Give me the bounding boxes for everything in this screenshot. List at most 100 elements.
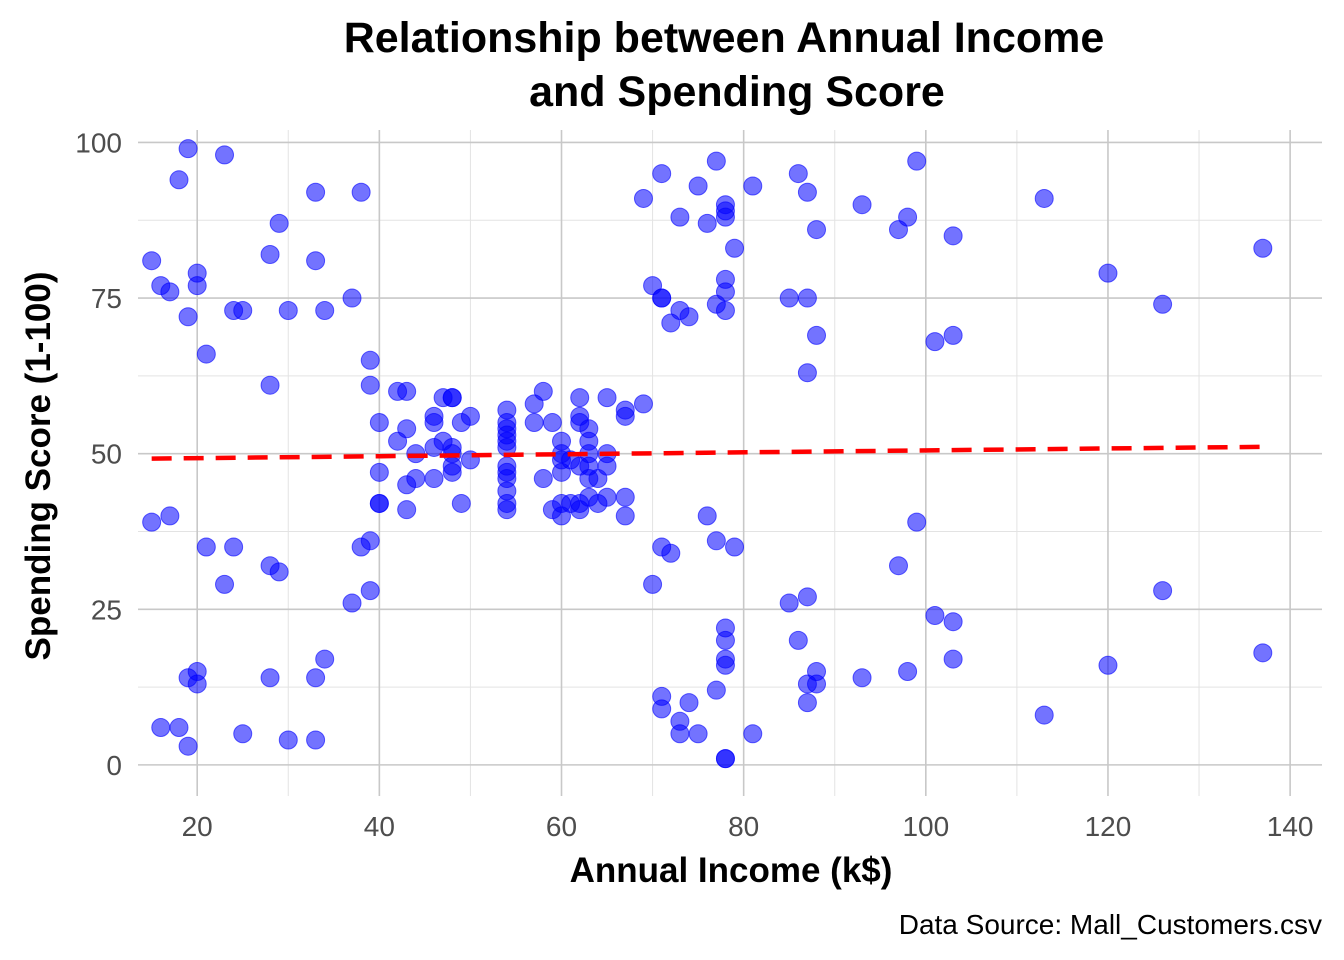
- data-point: [888, 556, 908, 576]
- data-point: [898, 662, 918, 682]
- data-point: [697, 506, 717, 526]
- data-point: [369, 462, 389, 482]
- data-point: [715, 655, 735, 675]
- data-point: [643, 574, 663, 594]
- data-point: [907, 151, 927, 171]
- data-point: [715, 630, 735, 650]
- data-point: [360, 531, 380, 551]
- data-point: [743, 176, 763, 196]
- data-point: [1034, 188, 1054, 208]
- y-axis-ticks: 0 25 50 75 100: [75, 127, 122, 780]
- data-point: [779, 288, 799, 308]
- data-point: [1034, 705, 1054, 725]
- data-point: [688, 724, 708, 744]
- data-point: [1253, 643, 1273, 663]
- data-point: [533, 381, 553, 401]
- data-point: [342, 288, 362, 308]
- data-point: [633, 188, 653, 208]
- data-point: [187, 263, 207, 283]
- data-point: [715, 269, 735, 289]
- data-point: [788, 164, 808, 184]
- data-point: [442, 388, 462, 408]
- x-tick-label: 100: [902, 811, 949, 842]
- data-point: [706, 151, 726, 171]
- data-point: [797, 288, 817, 308]
- data-point: [260, 668, 280, 688]
- y-tick-label: 25: [91, 594, 122, 625]
- data-point: [706, 680, 726, 700]
- y-tick-label: 100: [75, 127, 122, 158]
- data-point: [397, 419, 417, 439]
- grid: [138, 130, 1322, 796]
- data-point: [679, 693, 699, 713]
- data-point: [215, 574, 235, 594]
- data-point: [615, 406, 635, 426]
- data-point: [306, 668, 326, 688]
- trend-line: [151, 444, 1263, 461]
- data-point: [187, 674, 207, 694]
- data-point: [151, 718, 171, 738]
- data-point: [1153, 294, 1173, 314]
- data-point: [633, 394, 653, 414]
- data-point: [898, 207, 918, 227]
- x-tick-label: 120: [1085, 811, 1132, 842]
- y-tick-label: 50: [91, 439, 122, 470]
- data-point: [497, 500, 517, 520]
- chart-title-line-2: and Spending Score: [529, 68, 945, 116]
- x-tick-label: 60: [546, 811, 577, 842]
- data-point: [369, 413, 389, 433]
- data-point: [233, 724, 253, 744]
- data-point: [178, 139, 198, 159]
- data-point: [715, 201, 735, 221]
- data-point: [779, 593, 799, 613]
- data-point: [497, 400, 517, 420]
- data-point: [725, 238, 745, 258]
- data-point: [943, 612, 963, 632]
- data-point: [196, 537, 216, 557]
- data-point: [360, 350, 380, 370]
- data-point: [360, 375, 380, 395]
- x-tick-label: 40: [364, 811, 395, 842]
- data-point: [807, 662, 827, 682]
- data-point: [406, 469, 426, 489]
- data-point: [570, 388, 590, 408]
- data-point: [306, 251, 326, 271]
- data-point: [907, 512, 927, 532]
- data-point: [597, 388, 617, 408]
- data-point: [260, 244, 280, 264]
- data-point: [579, 419, 599, 439]
- data-point: [196, 344, 216, 364]
- data-point: [306, 182, 326, 202]
- data-point: [533, 469, 553, 489]
- data-point: [142, 512, 162, 532]
- data-point: [715, 301, 735, 321]
- data-point: [652, 288, 672, 308]
- data-point: [442, 462, 462, 482]
- data-point: [943, 325, 963, 345]
- data-point: [797, 182, 817, 202]
- y-tick-label: 75: [91, 283, 122, 314]
- data-point: [679, 307, 699, 327]
- data-point: [497, 469, 517, 489]
- x-tick-label: 140: [1267, 811, 1314, 842]
- data-point: [169, 170, 189, 190]
- data-point: [278, 301, 298, 321]
- data-point: [652, 164, 672, 184]
- data-point: [424, 413, 444, 433]
- data-point: [269, 562, 289, 582]
- data-point: [315, 649, 335, 669]
- data-point: [233, 301, 253, 321]
- x-axis-label: Annual Income (k$): [570, 851, 893, 890]
- data-point: [451, 493, 471, 513]
- data-point: [725, 537, 745, 557]
- data-point: [652, 699, 672, 719]
- x-axis-ticks: 20 40 60 80 100 120 140: [182, 811, 1314, 842]
- data-point: [797, 693, 817, 713]
- data-point: [615, 506, 635, 526]
- data-point: [688, 176, 708, 196]
- data-point: [178, 736, 198, 756]
- data-point: [424, 469, 444, 489]
- data-point: [360, 581, 380, 601]
- data-point: [670, 711, 690, 731]
